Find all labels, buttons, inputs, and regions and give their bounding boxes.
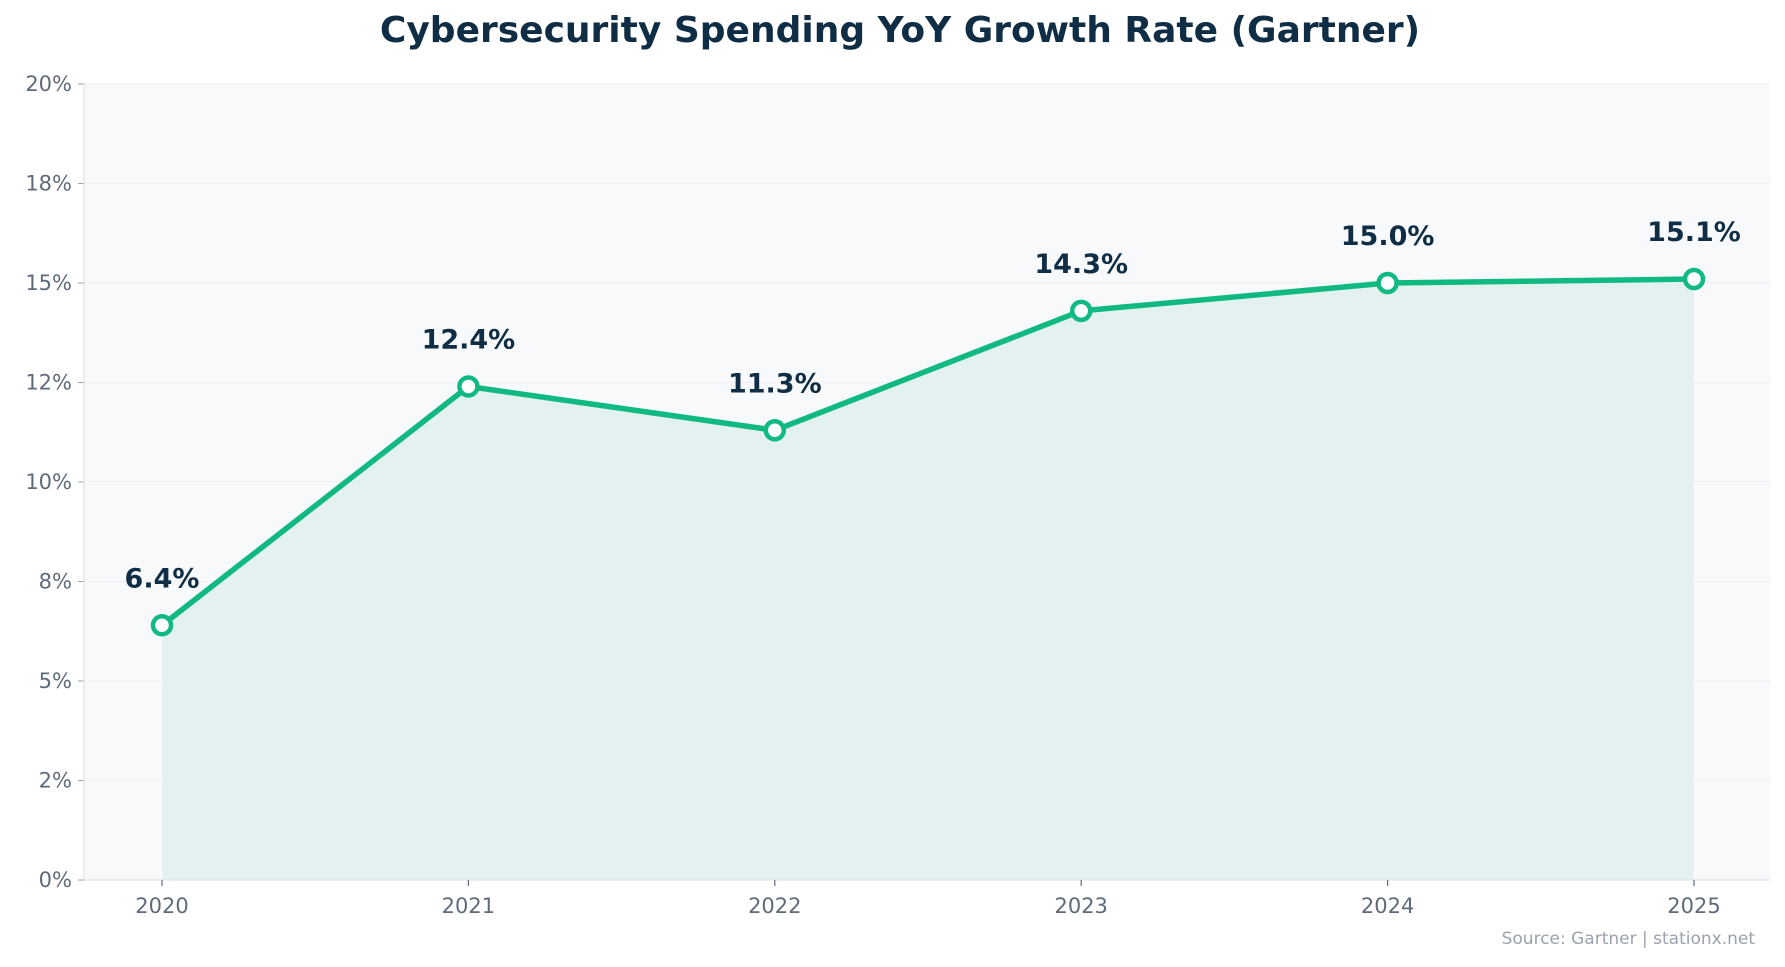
data-labels: 6.4% 12.4% 11.3% 14.3% 15.0% 15.1% — [125, 217, 1741, 594]
x-tick-label: 2022 — [748, 894, 801, 918]
y-tick-label: 12% — [25, 371, 72, 395]
y-tick-label: 18% — [25, 172, 72, 196]
x-axis: 2020 2021 2022 2023 2024 2025 — [84, 879, 1770, 918]
x-tick-label: 2023 — [1054, 894, 1107, 918]
y-tick-label: 10% — [25, 470, 72, 494]
y-axis: 0% 2% 5% 8% 10% 12% 15% 18% 20% — [25, 72, 85, 892]
y-tick-label: 20% — [25, 72, 72, 96]
data-label: 12.4% — [422, 324, 516, 355]
data-point — [1682, 267, 1706, 291]
chart-title: Cybersecurity Spending YoY Growth Rate (… — [380, 10, 1420, 51]
y-tick-label: 5% — [39, 669, 72, 693]
data-point — [763, 419, 787, 442]
data-label: 14.3% — [1034, 249, 1128, 280]
series-line — [160, 276, 1695, 628]
y-tick-label: 0% — [39, 868, 72, 892]
y-tick-label: 2% — [39, 769, 72, 793]
y-tick-label: 8% — [39, 570, 72, 594]
x-tick-label: 2020 — [135, 894, 188, 918]
x-tick-label: 2025 — [1667, 894, 1720, 918]
data-label: 15.0% — [1341, 221, 1435, 252]
source-note: Source: Gartner | stationx.net — [1502, 929, 1756, 949]
data-point — [1069, 299, 1093, 323]
data-label: 6.4% — [125, 563, 200, 594]
data-point — [150, 614, 174, 637]
x-tick-label: 2024 — [1361, 894, 1414, 918]
x-tick-label: 2021 — [442, 894, 495, 918]
y-tick-label: 15% — [25, 271, 72, 295]
data-label: 15.1% — [1647, 217, 1741, 248]
data-point — [1376, 271, 1399, 295]
data-label: 11.3% — [728, 368, 822, 399]
area-fill — [162, 279, 1694, 880]
data-point — [457, 375, 480, 398]
data-points — [150, 267, 1706, 637]
